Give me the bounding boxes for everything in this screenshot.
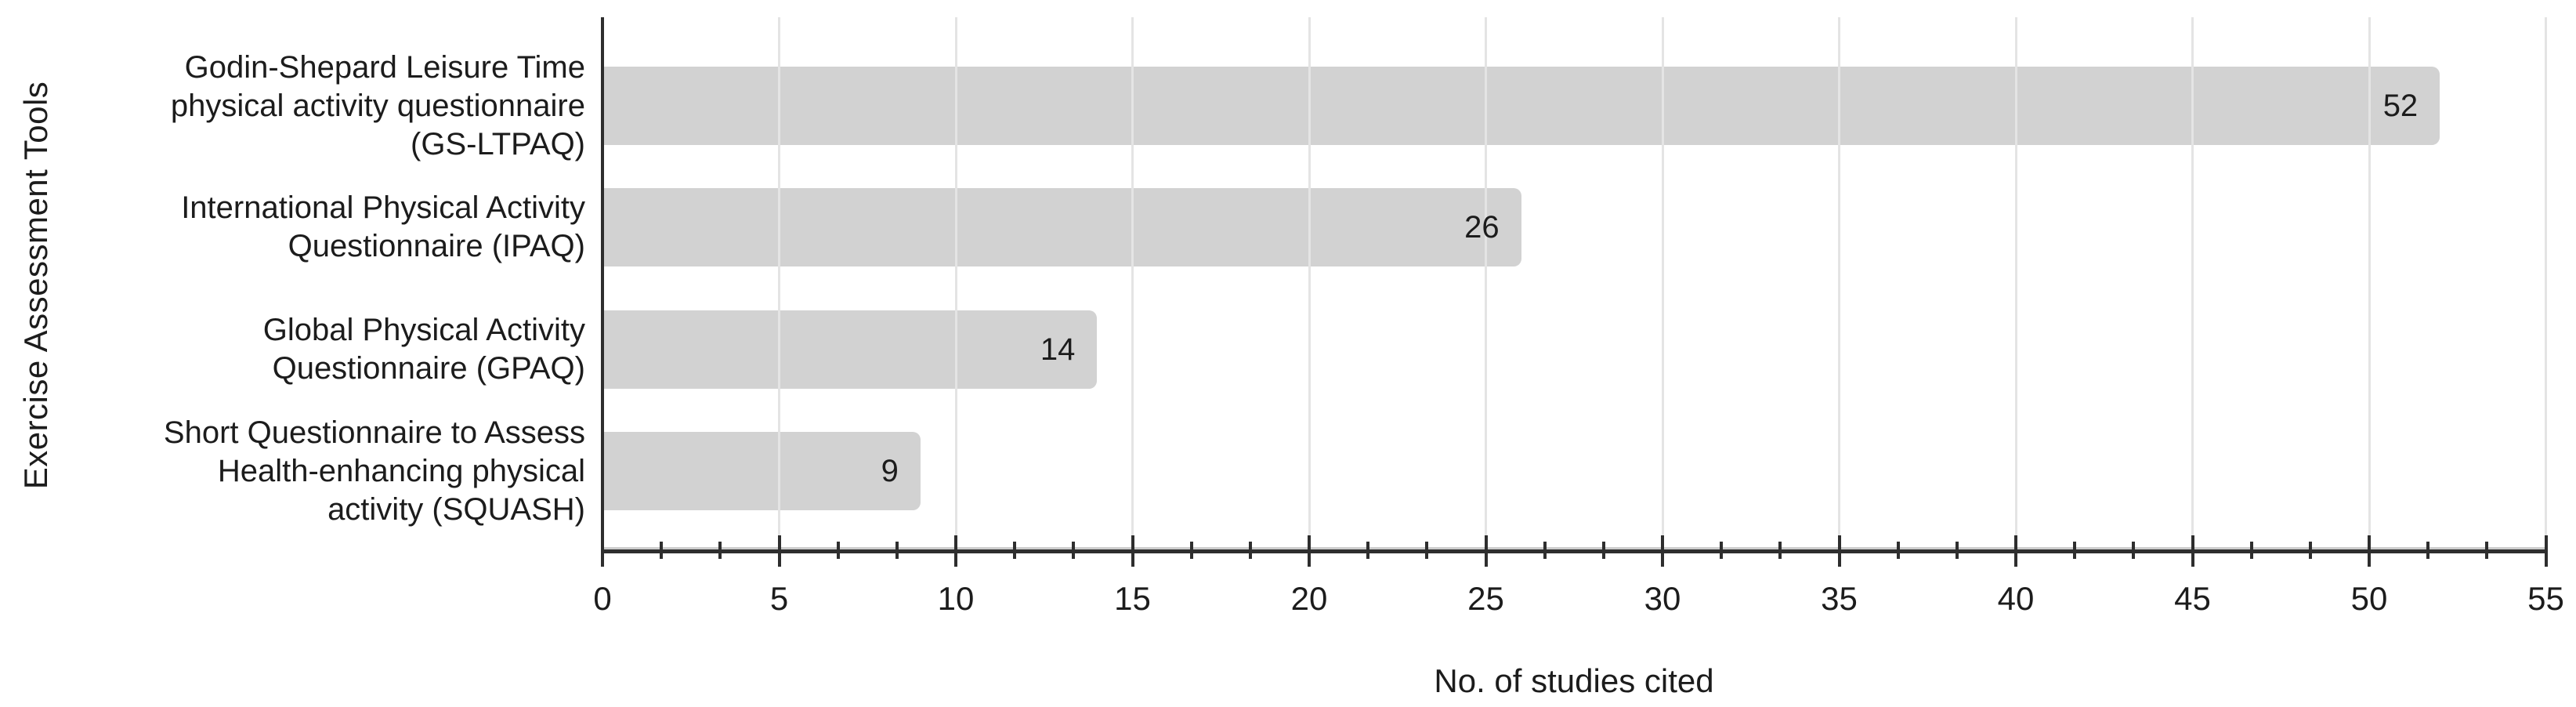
x-tick-label: 30 (1644, 580, 1681, 617)
bar-value-label: 14 (1040, 332, 1076, 367)
x-major-tick (1837, 535, 1841, 567)
x-tick-label: 25 (1467, 580, 1504, 617)
axis-shade (602, 547, 2546, 549)
gridline (1131, 17, 1134, 549)
x-tick-label: 20 (1290, 580, 1328, 617)
gridline (1838, 17, 1840, 549)
gridline (954, 17, 957, 549)
x-minor-tick (1248, 542, 1252, 559)
x-tick-label: 50 (2350, 580, 2388, 617)
x-minor-tick (2073, 542, 2077, 559)
category-label: International Physical Activity Question… (181, 190, 585, 263)
y-axis-line (601, 17, 604, 567)
x-minor-tick (1720, 542, 1724, 559)
x-major-tick (954, 535, 957, 567)
category-label: Short Questionnaire to Assess Health-enh… (163, 415, 585, 527)
x-major-tick (1308, 535, 1311, 567)
gridline (778, 17, 780, 549)
x-minor-tick (1955, 542, 1959, 559)
category-label: Global Physical Activity Questionnaire (… (262, 313, 585, 386)
x-tick-label: 5 (769, 580, 789, 617)
x-tick-label: 40 (1997, 580, 2035, 617)
x-major-tick (2191, 535, 2194, 567)
x-axis-line (601, 549, 2548, 553)
x-axis-title: No. of studies cited (1434, 662, 1714, 699)
x-minor-tick (1189, 542, 1193, 559)
bar-value-label: 26 (1464, 210, 1500, 245)
x-major-tick (2544, 535, 2548, 567)
gridline (1661, 17, 1664, 549)
x-minor-tick (1601, 542, 1605, 559)
x-minor-tick (1072, 542, 1076, 559)
x-tick-label: 45 (2174, 580, 2211, 617)
gridline (1485, 17, 1487, 549)
x-minor-tick (660, 542, 664, 559)
category-label: Godin-Shepard Leisure Time physical acti… (170, 49, 585, 161)
x-minor-tick (2485, 542, 2489, 559)
x-minor-tick (1013, 542, 1017, 559)
x-major-tick (2368, 535, 2371, 567)
x-tick-label: 15 (1114, 580, 1151, 617)
x-tick-label: 0 (593, 580, 612, 617)
bar (602, 188, 1521, 266)
x-minor-tick (1543, 542, 1547, 559)
gridline (1308, 17, 1311, 549)
x-major-tick (777, 535, 781, 567)
bar (602, 432, 921, 510)
gridline (2191, 17, 2194, 549)
bar-value-label: 52 (2382, 89, 2419, 123)
x-minor-tick (2249, 542, 2253, 559)
x-minor-tick (1896, 542, 1900, 559)
gridline (2014, 17, 2017, 549)
x-minor-tick (718, 542, 722, 559)
x-minor-tick (2308, 542, 2312, 559)
x-major-tick (1131, 535, 1134, 567)
x-tick-label: 35 (1821, 580, 1858, 617)
x-tick-label: 55 (2527, 580, 2564, 617)
bar (602, 67, 2440, 145)
gridline (2545, 17, 2547, 549)
gridline (2368, 17, 2371, 549)
x-major-tick (1484, 535, 1488, 567)
x-major-tick (601, 535, 604, 567)
bar (602, 310, 1098, 389)
x-minor-tick (895, 542, 899, 559)
x-major-tick (1661, 535, 1664, 567)
x-minor-tick (1366, 542, 1370, 559)
x-minor-tick (2132, 542, 2136, 559)
x-tick-label: 10 (937, 580, 975, 617)
x-minor-tick (1778, 542, 1782, 559)
x-minor-tick (836, 542, 840, 559)
x-minor-tick (1425, 542, 1429, 559)
bar-value-label: 9 (881, 454, 899, 488)
x-minor-tick (2426, 542, 2430, 559)
x-major-tick (2014, 535, 2017, 567)
